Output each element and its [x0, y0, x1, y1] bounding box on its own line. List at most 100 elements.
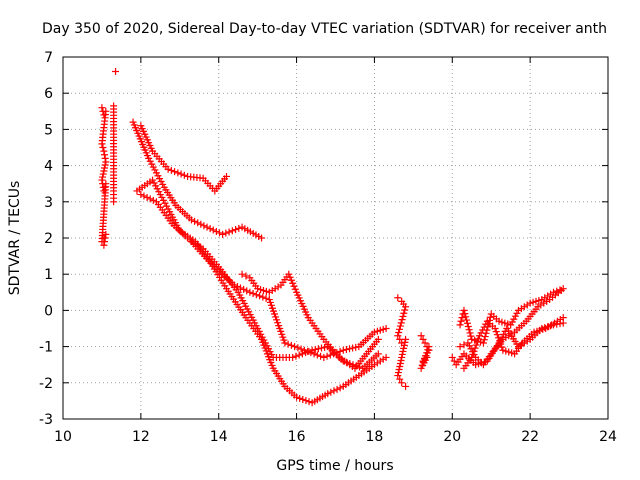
data-point	[203, 223, 211, 231]
data-point-trace	[225, 228, 233, 236]
data-point-trace	[485, 320, 493, 328]
y-tick-label: 6	[44, 86, 53, 102]
data-point-trace	[291, 343, 299, 351]
data-point-trace	[460, 341, 468, 349]
data-point-trace	[361, 352, 369, 360]
data-point-trace	[466, 329, 474, 337]
data-point-trace	[327, 388, 335, 396]
data-point-trace	[240, 311, 248, 319]
data-point-trace	[262, 294, 270, 302]
data-point	[394, 332, 402, 340]
data-point-trace	[486, 313, 494, 321]
data-point-trace	[400, 300, 408, 308]
axis-ticks	[62, 56, 609, 420]
data-point-trace	[368, 330, 376, 338]
data-point	[398, 379, 406, 387]
data-point-trace	[352, 373, 360, 381]
data-point-trace	[287, 276, 295, 284]
data-point-trace	[215, 229, 223, 237]
data-point-trace	[419, 358, 427, 366]
data-point-trace	[462, 313, 470, 321]
x-tick-label: 14	[210, 429, 228, 445]
data-point	[246, 288, 254, 296]
data-point-trace	[101, 154, 109, 162]
data-point-trace	[396, 363, 404, 371]
data-point-trace	[110, 158, 118, 166]
data-point	[308, 346, 316, 354]
y-tick-label: 0	[44, 303, 53, 319]
data-point-trace	[311, 345, 319, 353]
data-point	[100, 147, 108, 155]
x-tick-label: 12	[132, 429, 150, 445]
data-point-trace	[348, 363, 356, 371]
data-point-trace	[396, 375, 404, 383]
x-tick-label: 10	[54, 429, 72, 445]
data-point-trace	[143, 152, 151, 160]
data-point-trace	[268, 361, 276, 369]
data-point-trace	[398, 316, 406, 324]
data-point	[102, 158, 110, 166]
data-point-trace	[556, 320, 564, 328]
data-point-trace	[205, 257, 213, 265]
data-point-trace	[424, 346, 432, 354]
x-tick-label: 16	[288, 429, 306, 445]
data-point-trace	[400, 309, 408, 317]
data-point-trace	[352, 343, 360, 351]
series-cluster-11h	[98, 67, 120, 249]
data-point	[421, 339, 429, 347]
y-tick-label: 2	[44, 231, 53, 247]
data-point-trace	[508, 349, 516, 357]
data-point-trace	[185, 214, 193, 222]
data-point-trace	[191, 217, 199, 225]
data-point-trace	[395, 329, 403, 337]
data-point-trace	[532, 305, 540, 313]
x-tick-label: 20	[443, 429, 461, 445]
data-point-trace	[483, 326, 491, 334]
data-point-trace	[471, 344, 479, 352]
data-point-trace	[284, 340, 292, 348]
y-tick-label: 4	[44, 159, 53, 175]
data-point	[394, 372, 402, 380]
data-point-trace	[177, 170, 185, 178]
data-point-trace	[379, 325, 387, 333]
x-tick-label: 24	[599, 429, 617, 445]
data-point-trace	[464, 322, 472, 330]
data-point-trace	[259, 293, 267, 301]
data-point-trace	[398, 350, 406, 358]
data-point	[238, 270, 246, 278]
data-point-trace	[472, 341, 480, 349]
data-point-trace	[286, 273, 294, 281]
data-point-trace	[252, 291, 260, 299]
data-point-trace	[196, 174, 204, 182]
x-axis-label: GPS time / hours	[276, 458, 393, 474]
data-point-trace	[481, 333, 489, 341]
data-point-trace	[523, 301, 531, 309]
data-point-trace	[197, 220, 205, 228]
data-point-trace	[336, 384, 344, 392]
data-point-trace	[146, 195, 154, 203]
data-point-trace	[547, 322, 555, 330]
data-point-trace	[396, 335, 404, 343]
data-point-trace	[295, 351, 303, 359]
data-point-trace	[274, 283, 282, 291]
data-point-trace	[110, 184, 118, 192]
data-point-trace	[450, 357, 458, 365]
data-point-trace	[99, 144, 107, 151]
data-point-trace	[333, 351, 341, 359]
data-point	[98, 176, 106, 184]
data-point	[112, 67, 120, 75]
series-track-2	[129, 118, 266, 242]
data-point-trace	[101, 238, 109, 246]
data-point-trace	[498, 343, 506, 351]
data-point-trace	[463, 319, 471, 327]
data-point-trace	[492, 315, 500, 323]
data-point	[394, 294, 402, 302]
data-point-trace	[166, 217, 174, 225]
y-tick-label: -3	[39, 412, 53, 428]
data-point	[456, 321, 464, 329]
data-point-trace	[143, 193, 151, 201]
data-point-trace	[418, 361, 426, 369]
data-point-trace	[535, 327, 543, 335]
data-point-trace	[242, 272, 250, 280]
data-point-trace	[99, 180, 107, 188]
